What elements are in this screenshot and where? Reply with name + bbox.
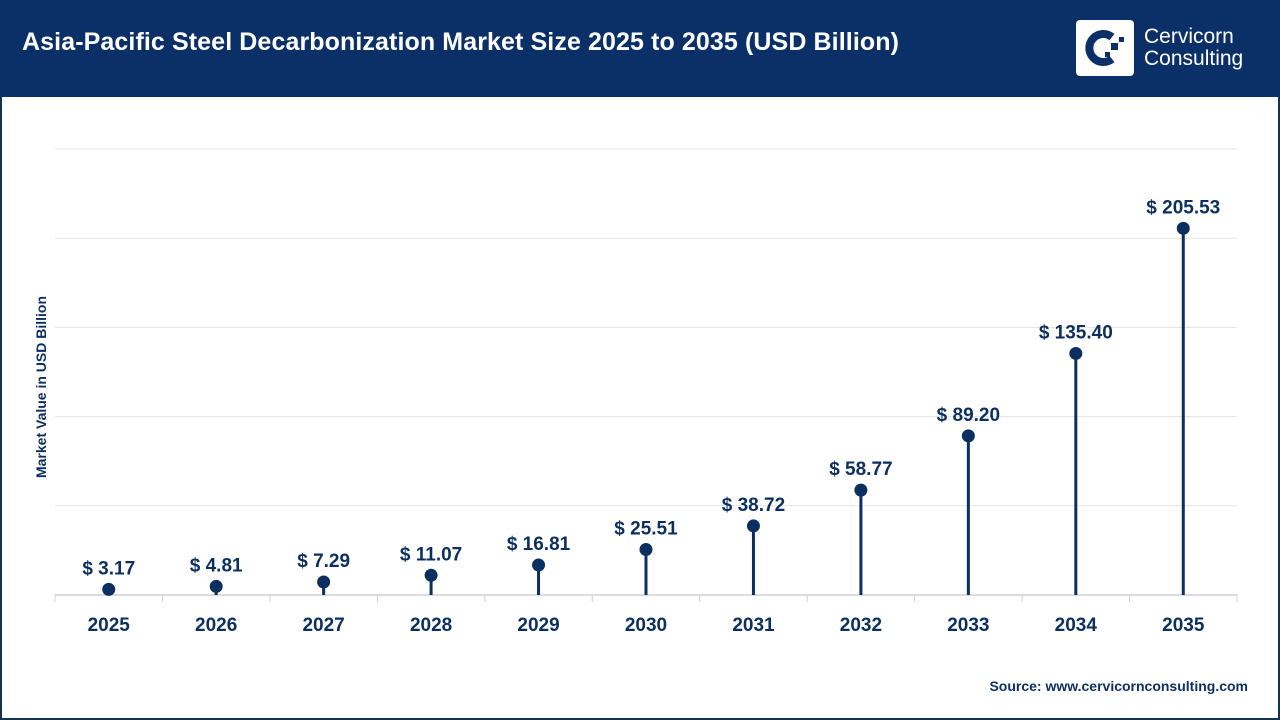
- x-tick-label: 2028: [410, 615, 452, 636]
- source-note: Source: www.cervicornconsulting.com: [989, 678, 1248, 694]
- lollipop-point: [317, 575, 331, 589]
- data-label: $ 16.81: [507, 534, 571, 555]
- x-tick-label: 2026: [195, 615, 237, 636]
- x-tick-label: 2031: [732, 615, 775, 636]
- data-label: $ 89.20: [937, 405, 1000, 426]
- lollipop-chart: 2025 2026 2027 2028 2029 2030 2031 2032 2033 2034…: [33, 148, 1238, 636]
- lollipop-point: [746, 519, 760, 533]
- logo-line2: Consulting: [1144, 47, 1244, 70]
- page-title: Asia-Pacific Steel Decarbonization Marke…: [22, 28, 900, 56]
- lollipop-point: [961, 429, 975, 443]
- data-label: $ 7.29: [297, 551, 350, 572]
- lollipop-point: [532, 558, 546, 572]
- x-tick-label: 2033: [947, 615, 989, 636]
- x-tick-label: 2030: [625, 615, 667, 636]
- lollipop-point: [854, 483, 868, 497]
- data-label: $ 205.53: [1146, 197, 1220, 218]
- data-label: $ 4.81: [190, 555, 243, 576]
- lollipop-point: [639, 542, 653, 556]
- logo-text: Cervicorn Consulting: [1144, 26, 1243, 70]
- y-axis-label: Market Value in USD Billion: [33, 296, 49, 478]
- data-label: $ 25.51: [614, 518, 678, 539]
- x-tick-label: 2034: [1055, 615, 1098, 636]
- x-tick-label: 2027: [302, 615, 344, 636]
- lollipop-point: [102, 582, 116, 596]
- x-tick-label: 2032: [840, 615, 882, 636]
- header-banner: Asia-Pacific Steel Decarbonization Marke…: [0, 0, 1280, 97]
- x-tick-label: 2025: [88, 615, 131, 636]
- x-tick-label: 2035: [1162, 615, 1205, 636]
- lollipop-point: [1069, 346, 1083, 360]
- logo: Cervicorn Consulting: [1076, 20, 1243, 76]
- data-label: $ 38.72: [722, 495, 785, 516]
- logo-mark-icon: [1076, 20, 1134, 76]
- x-tick-label: 2029: [517, 615, 559, 636]
- logo-line1: Cervicorn: [1144, 25, 1234, 48]
- data-label: $ 3.17: [82, 558, 135, 579]
- data-label: $ 11.07: [400, 544, 462, 565]
- data-label: $ 135.40: [1039, 322, 1113, 343]
- data-label: $ 58.77: [829, 459, 892, 480]
- lollipop-point: [424, 568, 438, 582]
- lollipop-point: [209, 579, 223, 593]
- lollipop-point: [1176, 221, 1190, 235]
